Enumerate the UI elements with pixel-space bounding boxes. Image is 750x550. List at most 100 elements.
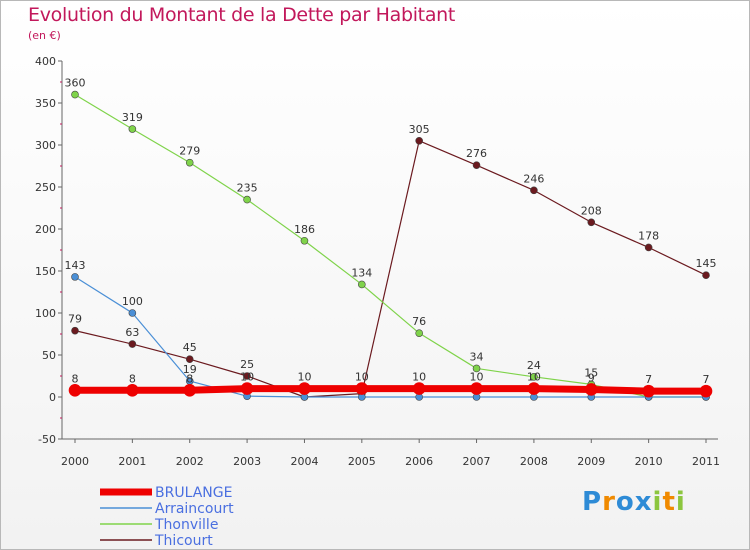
data-point-thicourt	[702, 271, 710, 280]
logo-letter: P	[582, 487, 603, 517]
data-point-thicourt	[587, 218, 596, 227]
data-point-thonville	[530, 373, 538, 381]
data-label-brulange: 8	[186, 372, 193, 385]
data-label-brulange: 10	[527, 371, 541, 384]
data-label-brulange: 10	[240, 371, 254, 384]
data-label-thicourt: 178	[638, 229, 659, 242]
y-tick-label: 50	[42, 349, 56, 362]
x-tick-label: 2009	[577, 455, 605, 468]
data-label-brulange: 10	[412, 371, 426, 384]
logo-letter: r	[602, 487, 616, 517]
data-label-thicourt: 276	[466, 147, 487, 160]
x-tick-label: 2001	[118, 455, 146, 468]
data-point-thonville	[128, 125, 137, 133]
data-label-thicourt: 25	[240, 358, 254, 371]
y-tick-label: 350	[35, 97, 56, 110]
data-label-thonville: 360	[65, 77, 86, 90]
data-point-thonville	[472, 364, 481, 373]
logo-letter: x	[634, 487, 653, 517]
x-tick-label: 2000	[61, 455, 89, 468]
legend-label-thicourt: Thicourt	[154, 533, 213, 549]
data-label-brulange: 9	[588, 371, 595, 384]
data-label-thicourt: 246	[523, 172, 544, 185]
data-label-thonville: 279	[179, 145, 200, 158]
y-tick-label: 150	[35, 265, 56, 278]
data-label-thicourt: 79	[68, 313, 82, 326]
x-tick-label: 2002	[176, 455, 204, 468]
y-tick-label: 300	[35, 139, 56, 152]
data-point-brulange	[298, 382, 311, 395]
data-label-arraincourt: 100	[122, 295, 143, 308]
logo-letter: i	[675, 487, 686, 517]
data-label-thicourt: 45	[183, 341, 197, 354]
y-tick-label: 0	[49, 391, 56, 404]
series-line-thonville	[74, 94, 706, 398]
data-label-thonville: 34	[470, 350, 484, 363]
data-point-brulange	[355, 382, 369, 395]
data-point-thicourt	[185, 355, 194, 364]
x-tick-label: 2011	[692, 455, 720, 468]
series-line-thicourt	[74, 140, 707, 398]
data-point-brulange	[240, 382, 254, 395]
data-point-thicourt	[472, 161, 481, 169]
data-point-brulange	[584, 383, 598, 396]
x-tick-label: 2010	[635, 455, 663, 468]
data-point-thicourt	[128, 340, 137, 348]
data-point-thicourt	[415, 137, 423, 145]
data-label-thonville: 15	[584, 366, 598, 379]
data-point-brulange	[642, 384, 655, 398]
y-tick-label: 400	[35, 55, 56, 68]
data-label-brulange: 10	[470, 371, 484, 384]
logo-letter: i	[652, 487, 663, 517]
data-point-brulange	[126, 383, 139, 397]
data-label-thonville: 235	[237, 182, 258, 195]
data-point-thonville	[71, 90, 79, 99]
chart-title: Evolution du Montant de la Dette par Hab…	[28, 4, 456, 26]
y-tick-label: 250	[35, 181, 56, 194]
data-point-thicourt	[644, 243, 653, 252]
legend-label-thonville: Thonville	[154, 517, 218, 533]
data-point-arraincourt	[128, 309, 137, 317]
x-tick-label: 2005	[348, 455, 376, 468]
data-label-arraincourt: 19	[183, 363, 197, 376]
x-tick-label: 2008	[520, 455, 548, 468]
legend-label-brulange: BRULANGE	[155, 485, 232, 501]
data-label-thicourt: 208	[581, 204, 602, 217]
proxiti-logo: Proxiti	[582, 487, 686, 517]
data-point-thonville	[185, 158, 194, 167]
data-label-thonville: 134	[351, 266, 372, 279]
data-point-brulange	[183, 383, 197, 397]
data-point-thicourt	[243, 372, 251, 380]
data-label-thicourt: 305	[409, 123, 430, 136]
data-point-thicourt	[530, 186, 538, 195]
y-tick-label: 100	[35, 307, 56, 320]
data-point-brulange	[699, 384, 713, 398]
data-label-thonville: 186	[294, 223, 315, 236]
data-point-brulange	[470, 382, 483, 395]
data-label-thonville: 319	[122, 111, 143, 124]
data-point-thonville	[415, 329, 423, 337]
x-tick-label: 2007	[463, 455, 491, 468]
data-point-brulange	[527, 382, 541, 395]
series-line-arraincourt	[74, 276, 706, 398]
logo-letter: t	[662, 487, 676, 517]
data-label-brulange: 8	[72, 372, 79, 385]
data-label-brulange: 10	[297, 371, 311, 384]
data-point-thonville	[300, 236, 309, 245]
data-label-arraincourt: 143	[65, 259, 86, 272]
y-tick-label: 200	[35, 223, 56, 236]
legend-label-arraincourt: Arraincourt	[155, 501, 234, 517]
data-label-brulange: 8	[129, 372, 136, 385]
data-label-thicourt: 145	[696, 257, 717, 270]
y-tick-label: -50	[38, 433, 56, 446]
data-label-brulange: 7	[645, 373, 652, 386]
unit-label: (en €)	[28, 29, 61, 42]
data-label-thicourt: 63	[125, 326, 139, 339]
data-point-brulange	[68, 383, 82, 397]
x-tick-label: 2006	[405, 455, 433, 468]
data-point-thonville	[358, 280, 366, 289]
data-label-brulange: 7	[703, 373, 710, 386]
data-label-thonville: 76	[412, 315, 426, 328]
